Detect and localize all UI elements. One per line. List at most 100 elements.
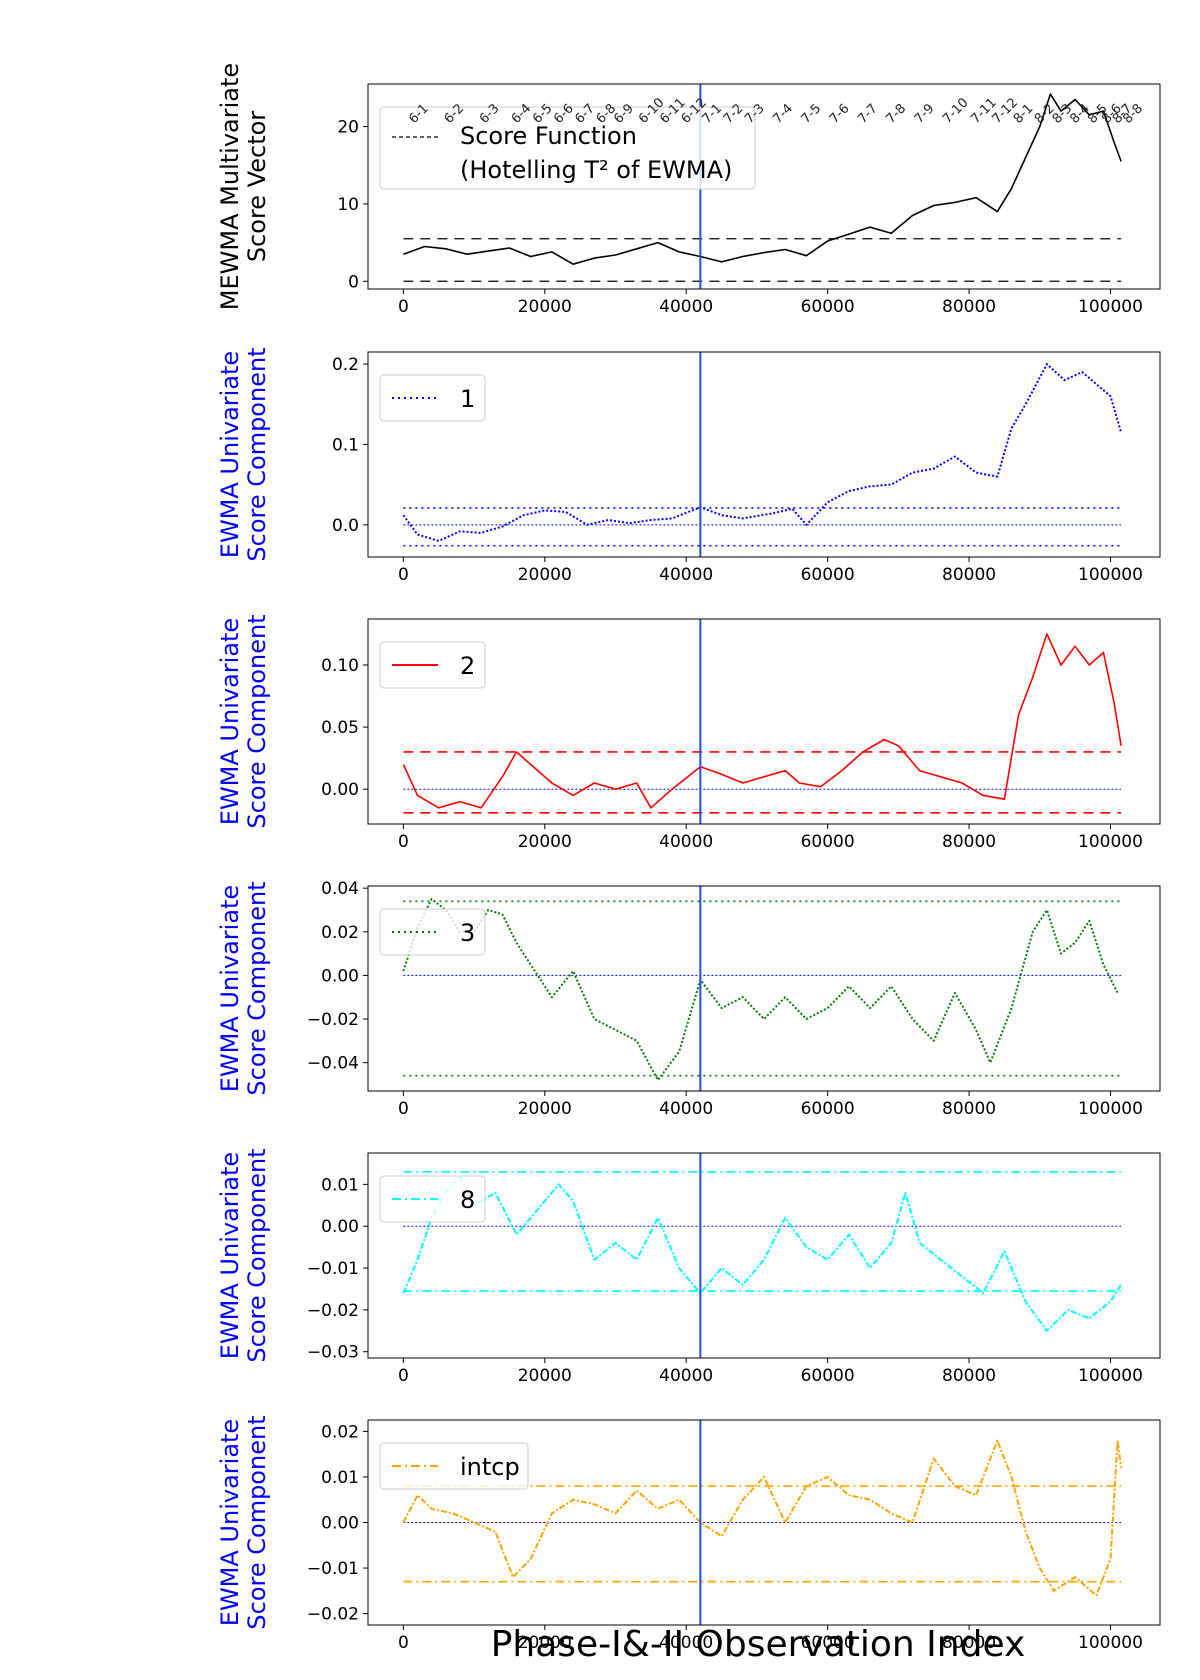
panel-5: 0 20000 40000 60000 80000 100000 −0.03 −0.02 −0.… [216,1148,1161,1386]
x-tick-label-2: 20000 [518,832,572,852]
legend-label-line-2: (Hotelling T² of EWMA) [460,156,732,184]
y-tick-label-1: 0.00 [321,780,359,800]
series-line-1 [402,898,1119,1082]
x-tick-label-1: 0 [398,1366,409,1386]
month-annotation-20: 7-8 [884,101,910,127]
y-tick-label-3: 0.2 [332,355,359,375]
legend-label-line-1: 2 [460,652,475,680]
x-tick-label-2: 20000 [518,1633,572,1653]
y-tick-label-1: −0.02 [307,1605,359,1625]
x-tick-label-2: 20000 [518,297,572,317]
y-tick-label-3: 0.10 [321,656,359,676]
y-tick-label-5: 0.04 [321,879,359,899]
x-tick-label-4: 60000 [801,1366,855,1386]
y-tick-label-3: 20 [337,118,359,138]
panel-2: 0 20000 40000 60000 80000 100000 0.0 0.1 0.2 EWMA… [216,347,1161,585]
y-tick-label-2: 0.05 [321,718,359,738]
x-tick-label-5: 80000 [942,1366,996,1386]
y-tick-label-4: 0.02 [321,923,359,943]
y-tick-label-2: 0.1 [332,435,359,455]
x-tick-label-3: 40000 [659,832,713,852]
plot-area [402,898,1122,1082]
y-tick-label-3: −0.01 [307,1259,359,1279]
y-axis-label-line-2: Score Vector [243,111,271,262]
x-tick-label-4: 60000 [801,1099,855,1119]
x-tick-label-5: 80000 [942,297,996,317]
panel-4: 0 20000 40000 60000 80000 100000 −0.04 −0.02 0.0… [216,879,1161,1119]
x-tick-label-5: 80000 [942,565,996,585]
y-tick-label-1: 0 [348,272,359,292]
x-tick-label-5: 80000 [942,1633,996,1653]
x-tick-label-3: 40000 [659,565,713,585]
y-tick-label-1: −0.03 [307,1343,359,1363]
legend-label-line-1: 1 [460,385,475,413]
month-annotation-18: 7-6 [827,101,853,127]
panel-6: 0 20000 40000 60000 80000 100000 −0.02 −0.01 0.0… [216,1415,1161,1653]
y-axis-label-line-1: EWMA Univariate [216,885,244,1092]
y-tick-label-4: 0.01 [321,1468,359,1488]
month-annotation-17: 7-5 [799,101,825,127]
y-tick-label-5: 0.01 [321,1175,359,1195]
plot-area [402,633,1122,814]
y-axis-label-line-1: EWMA Univariate [216,1419,244,1626]
legend-box [379,1442,529,1490]
y-tick-label-2: 10 [337,195,359,215]
legend-label-line-1: Score Function [460,122,637,150]
series-line-1 [402,1175,1122,1332]
plot-area [403,93,1122,282]
x-tick-label-3: 40000 [659,297,713,317]
x-tick-label-6: 100000 [1078,565,1143,585]
y-tick-label-2: −0.01 [307,1559,359,1579]
series-line-1 [403,93,1122,266]
x-tick-label-2: 20000 [518,1366,572,1386]
y-tick-label-4: 0.00 [321,1217,359,1237]
legend-box [379,106,756,190]
axes-frame [367,1152,1161,1359]
x-tick-label-6: 100000 [1078,297,1143,317]
x-tick-label-6: 100000 [1078,1099,1143,1119]
y-tick-label-2: −0.02 [307,1010,359,1030]
x-tick-label-1: 0 [398,832,409,852]
axes-frame [367,618,1161,825]
y-tick-label-3: 0.00 [321,1514,359,1534]
y-axis-label-line-1: EWMA Univariate [216,1152,244,1359]
x-tick-label-1: 0 [398,565,409,585]
month-annotation-21: 7-9 [912,101,938,127]
x-tick-label-5: 80000 [942,1099,996,1119]
month-annotation-22: 7-10 [940,95,971,126]
x-tick-label-1: 0 [398,1633,409,1653]
month-annotation-16: 7-4 [770,101,796,127]
y-tick-label-3: 0.00 [321,966,359,986]
series-line-1 [402,363,1123,542]
x-tick-label-3: 40000 [659,1633,713,1653]
y-tick-label-5: 0.02 [321,1422,359,1442]
panel-1: 0 20000 40000 60000 80000 100000 0 10 20 MEWMA Mu… [216,63,1161,317]
x-tick-label-3: 40000 [659,1366,713,1386]
y-axis-label-line-1: MEWMA Multivariate [216,63,244,310]
x-tick-label-4: 60000 [801,832,855,852]
y-axis-label-line-2: Score Component [243,347,271,561]
axes-frame [367,351,1161,558]
x-tick-label-1: 0 [398,297,409,317]
x-tick-label-4: 60000 [801,565,855,585]
x-tick-label-2: 20000 [518,1099,572,1119]
figure-x-axis-label: Phase-I&-II Observation Index [491,1624,1026,1665]
y-axis-label-line-2: Score Component [243,881,271,1095]
legend-label-line-1: 3 [460,919,475,947]
legend-label-line-1: intcp [460,1453,520,1481]
month-annotation-19: 7-7 [855,101,881,127]
y-axis-label-line-2: Score Component [243,1415,271,1629]
legend-box [379,374,486,422]
y-axis-label-line-2: Score Component [243,614,271,828]
y-tick-label-1: −0.04 [307,1054,359,1074]
plot-area [402,363,1123,547]
y-axis-label-line-2: Score Component [243,1148,271,1362]
x-tick-label-4: 60000 [801,297,855,317]
legend-label-line-1: 8 [460,1186,475,1214]
x-tick-label-4: 60000 [801,1633,855,1653]
y-axis-label-line-1: EWMA Univariate [216,618,244,825]
y-tick-label-2: −0.02 [307,1301,359,1321]
axes-frame [367,885,1161,1092]
